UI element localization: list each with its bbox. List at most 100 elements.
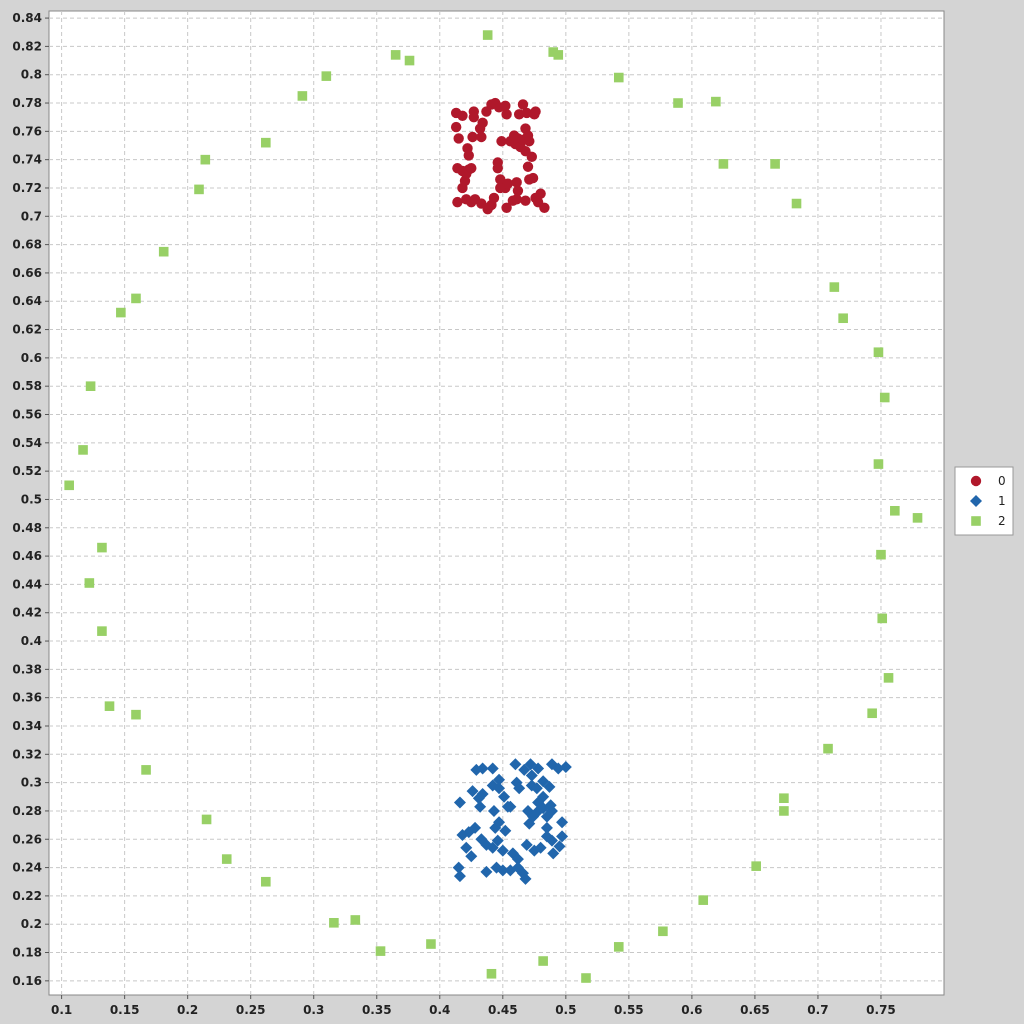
data-point [545,834,558,847]
x-tick-label: 0.65 [740,1003,770,1017]
data-point [539,202,550,213]
x-tick-label: 0.3 [303,1003,324,1017]
data-point [491,834,504,847]
data-point [476,787,489,800]
data-point [496,864,509,877]
y-tick-label: 0.18 [12,946,42,960]
data-point [556,830,569,843]
y-tick-label: 0.6 [21,351,42,365]
data-point [466,785,479,798]
data-point [116,307,126,318]
x-tick-label: 0.6 [681,1003,702,1017]
data-point [466,162,477,174]
data-point [553,50,564,60]
data-point [496,844,509,857]
data-point [504,800,517,813]
data-point [487,804,500,817]
data-point [329,917,339,928]
data-point [543,780,556,793]
data-point [829,282,840,292]
data-point [534,841,547,854]
grid-lines [49,11,944,995]
y-tick-label: 0.46 [12,549,42,563]
legend-marker-2 [971,516,981,526]
y-tick-label: 0.26 [12,832,42,846]
data-point [141,765,151,775]
y-tick-label: 0.42 [12,606,42,620]
data-point [552,762,565,775]
y-tick-label: 0.66 [12,266,42,280]
data-point [838,313,848,324]
data-point [452,861,465,874]
y-tick-label: 0.68 [12,238,42,252]
data-point [64,480,74,491]
y-tick-label: 0.4 [21,634,42,648]
data-point [517,99,529,110]
data-point [486,968,497,979]
legend-box [954,466,1014,536]
data-point [476,762,489,775]
series-0 [450,97,550,215]
data-point [513,782,526,795]
y-axis: 0.16 0.18 0.2 0.22 0.24 0.26 0.28 0.3 0.32 0.34 0.… [12,11,49,988]
data-point [535,188,546,199]
data-point [718,159,729,169]
data-point [495,182,506,194]
data-point [613,72,624,83]
data-point [751,861,761,871]
data-point [496,136,507,147]
data-point [673,98,683,108]
data-point [501,202,512,213]
data-point [131,709,141,720]
data-point [131,293,141,304]
data-point [486,762,499,775]
data-point [520,838,533,851]
data-point [519,872,532,885]
data-point [500,100,511,112]
data-point [779,806,789,816]
data-point [711,96,721,107]
data-point [450,121,462,133]
legend-marker-1 [970,495,982,507]
data-point [104,701,115,711]
y-tick-label: 0.8 [21,68,42,82]
x-tick-label: 0.15 [110,1003,140,1017]
data-point [867,708,877,719]
data-point [477,117,488,129]
data-point [468,111,480,123]
data-point [613,942,624,952]
y-tick-label: 0.16 [12,974,42,988]
data-point [85,381,96,391]
y-tick-label: 0.32 [12,747,42,761]
data-point [530,106,541,117]
data-point [97,542,107,553]
y-tick-label: 0.7 [21,209,42,223]
y-tick-label: 0.52 [12,464,42,478]
data-point [482,30,493,40]
y-tick-label: 0.2 [21,917,42,931]
x-tick-label: 0.45 [488,1003,518,1017]
y-tick-label: 0.28 [12,804,42,818]
x-tick-label: 0.25 [236,1003,266,1017]
data-point [873,347,884,358]
data-point [492,162,503,174]
y-tick-label: 0.72 [12,181,42,195]
data-point [453,133,464,144]
y-tick-label: 0.76 [12,124,42,138]
data-point [658,926,668,937]
data-point [522,161,534,172]
data-point [78,445,88,455]
y-tick-label: 0.78 [12,96,42,110]
data-point [499,824,512,837]
data-point [876,549,886,560]
data-point [556,816,569,829]
data-point [201,814,212,825]
data-point [498,790,511,803]
x-tick-label: 0.55 [614,1003,644,1017]
data-point [474,800,487,813]
data-point [488,192,500,204]
x-tick-label: 0.1 [51,1003,72,1017]
data-point [779,793,789,803]
data-point [457,110,468,121]
data-point [698,895,709,905]
